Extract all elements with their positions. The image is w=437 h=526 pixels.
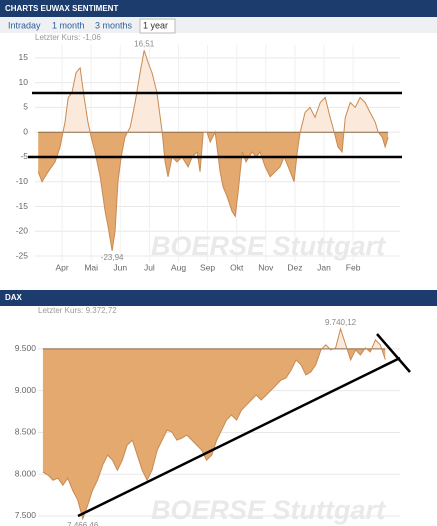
- area-below: [42, 348, 386, 519]
- y-tick-label: 8.500: [15, 427, 37, 437]
- x-tick-label: Aug: [171, 262, 186, 272]
- max-label: 16,51: [134, 40, 155, 49]
- watermark: BOERSE Stuttgart: [151, 495, 386, 525]
- drawings: [28, 91, 411, 518]
- y-tick-label: -25: [16, 250, 29, 260]
- y-tick-label: -20: [16, 226, 29, 236]
- x-tick-label: Mai: [84, 262, 98, 272]
- line: [42, 327, 386, 521]
- y-tick-label: 15: [19, 52, 29, 62]
- x-tick-label: Feb: [346, 262, 361, 272]
- x-tick-label: Jul: [144, 262, 155, 272]
- header-bar: [0, 0, 437, 17]
- min-label: -23,94: [101, 253, 124, 262]
- area-below: [38, 132, 389, 251]
- drawn-line: [376, 333, 411, 373]
- min-label: 7.466,46: [67, 521, 99, 526]
- tab[interactable]: Intraday: [8, 20, 41, 30]
- y-tick-label: 10: [19, 77, 29, 87]
- y-tick-label: 5: [23, 102, 28, 112]
- x-tick-label: Nov: [258, 262, 274, 272]
- y-tick-label: 8.000: [15, 468, 37, 478]
- x-tick-label: Jun: [113, 262, 127, 272]
- tab[interactable]: 3 months: [95, 20, 133, 30]
- chart-title: DAX: [5, 293, 23, 302]
- y-tick-label: 9.500: [15, 343, 37, 353]
- tab[interactable]: 1 year: [143, 20, 168, 30]
- subtitle: Letzter Kurs: 9.372,72: [38, 306, 117, 315]
- x-tick-label: Sep: [200, 262, 215, 272]
- x-tick-label: Dez: [287, 262, 302, 272]
- line: [37, 50, 389, 251]
- tab[interactable]: 1 month: [52, 20, 85, 30]
- header-bar: [0, 290, 437, 306]
- active-tab-box: [139, 18, 176, 34]
- drawn-line: [77, 356, 401, 518]
- header-title: CHARTS EUWAX SENTIMENT: [5, 4, 118, 13]
- y-tick-label: -10: [16, 176, 29, 186]
- max-label: 9.740,12: [325, 318, 357, 327]
- y-tick-label: -5: [20, 151, 28, 161]
- area-above: [38, 50, 389, 133]
- y-tick-label: -15: [16, 201, 29, 211]
- x-tick-label: Apr: [55, 262, 68, 272]
- x-tick-label: Jan: [317, 262, 331, 272]
- subtitle: Letzter Kurs: -1,06: [35, 33, 101, 42]
- y-tick-label: 0: [23, 126, 28, 136]
- y-tick-label: 7.500: [15, 510, 37, 520]
- charts: Letzter Kurs: -1,06 15 10 5 0 -5 -10 -15 -20 -25 A…: [15, 33, 400, 526]
- watermark: BOERSE Stuttgart: [151, 231, 386, 261]
- tab-bar: [0, 17, 437, 33]
- y-tick-label: 9.000: [15, 385, 37, 395]
- x-tick-label: Okt: [230, 262, 244, 272]
